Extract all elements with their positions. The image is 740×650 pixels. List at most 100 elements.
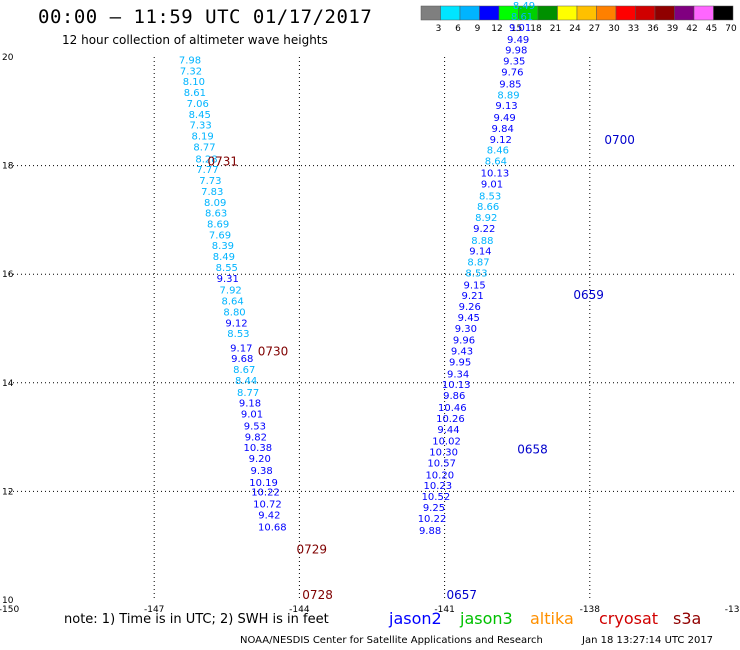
wave-height-value: 7.83 <box>201 187 223 198</box>
wave-height-value: 9.34 <box>447 369 469 380</box>
wave-height-value: 9.01 <box>509 23 531 34</box>
wave-height-value: 8.69 <box>207 220 229 231</box>
color-scale-swatch <box>674 5 695 21</box>
wave-height-value: 9.15 <box>463 280 485 291</box>
wave-height-value: 8.49 <box>213 252 235 263</box>
wave-height-value: 9.16 <box>515 0 537 1</box>
color-scale-label: 3 <box>436 24 442 34</box>
page-title: 00:00 – 11:59 UTC 01/17/2017 <box>38 6 373 28</box>
color-scale-label: 33 <box>628 24 639 34</box>
wave-height-value: 9.01 <box>481 179 503 190</box>
note-text: note: 1) Time is in UTC; 2) SWH is in fe… <box>64 612 329 627</box>
wave-height-value: 10.52 <box>422 492 451 503</box>
wave-height-value: 10.13 <box>481 168 510 179</box>
wave-height-value: 8.63 <box>205 209 227 220</box>
color-scale-swatch <box>420 5 441 21</box>
pass-time-label: 0731 <box>207 155 238 169</box>
wave-height-value: 9.44 <box>437 425 459 436</box>
wave-height-value: 8.45 <box>189 110 211 121</box>
x-tick-label: -147 <box>144 605 164 615</box>
wave-height-value: 9.12 <box>225 318 247 329</box>
wave-height-value: 9.20 <box>249 454 271 465</box>
wave-height-value: 8.77 <box>193 142 215 153</box>
wave-height-value: 7.69 <box>209 230 231 241</box>
color-scale-swatch <box>596 5 617 21</box>
wave-height-value: 9.35 <box>503 57 525 68</box>
x-tick-label: -135 <box>725 605 740 615</box>
wave-height-value: 10.23 <box>424 481 453 492</box>
color-scale-label: 42 <box>686 24 697 34</box>
color-scale-swatch <box>479 5 500 21</box>
wave-height-value: 10.26 <box>436 414 465 425</box>
wave-height-value: 7.32 <box>180 66 202 77</box>
wave-height-value: 9.82 <box>245 432 267 443</box>
color-scale-label: 36 <box>647 24 659 34</box>
legend-cryosat: cryosat <box>599 609 659 628</box>
wave-height-value: 10.57 <box>427 458 456 469</box>
wave-height-value: 10.19 <box>249 478 278 489</box>
legend-s3a: s3a <box>673 609 702 628</box>
wave-height-value: 9.01 <box>241 410 263 421</box>
wave-height-value: 9.42 <box>258 511 280 522</box>
wave-height-value: 10.22 <box>251 488 280 499</box>
wave-height-value: 8.89 <box>497 90 519 101</box>
color-scale-swatch <box>654 5 675 21</box>
color-scale-label: 39 <box>667 24 679 34</box>
page-subtitle: 12 hour collection of altimeter wave hei… <box>62 33 328 47</box>
color-scale-label: 45 <box>706 24 717 34</box>
wave-height-value: 9.84 <box>492 124 514 135</box>
wave-height-value: 8.49 <box>513 1 535 12</box>
footer-credit: NOAA/NESDIS Center for Satellite Applica… <box>240 635 543 646</box>
pass-time-label: 0728 <box>302 588 333 602</box>
wave-height-value: 7.98 <box>179 56 201 67</box>
wave-height-value: 9.26 <box>459 302 481 313</box>
color-scale-label: 18 <box>530 24 542 34</box>
wave-height-value: 8.10 <box>183 77 205 88</box>
wave-height-value: 9.88 <box>419 526 441 537</box>
legend-jason2: jason2 <box>389 609 442 628</box>
wave-height-value: 9.86 <box>443 391 465 402</box>
color-scale-label: 15 <box>511 24 522 34</box>
wave-height-value: 9.85 <box>499 79 521 90</box>
wave-height-value: 10.30 <box>429 448 458 459</box>
wave-height-value: 8.61 <box>184 88 206 99</box>
wave-height-value: 8.77 <box>237 388 259 399</box>
wave-height-value: 10.68 <box>258 522 287 533</box>
footer-timestamp: Jan 18 13:27:14 UTC 2017 <box>582 635 714 646</box>
pass-time-label: 0657 <box>447 588 478 602</box>
color-scale-label: 70 <box>725 24 737 34</box>
color-scale-swatch <box>440 5 461 21</box>
wave-height-value: 9.98 <box>505 46 527 57</box>
pass-time-label: 0659 <box>573 288 604 302</box>
wave-height-value: 8.88 <box>471 236 493 247</box>
wave-height-value: 10.20 <box>425 470 454 481</box>
wave-height-value: 9.96 <box>453 336 475 347</box>
color-scale-swatch <box>693 5 714 21</box>
wave-height-value: 9.53 <box>244 421 266 432</box>
pass-time-label: 0700 <box>604 133 635 147</box>
wave-height-value: 9.45 <box>458 313 480 324</box>
wave-height-value: 8.44 <box>235 376 257 387</box>
wave-height-value: 8.64 <box>485 157 507 168</box>
y-tick-label: 20 <box>2 53 14 63</box>
wave-height-value: 8.28 <box>195 154 217 165</box>
wave-height-value: 9.76 <box>501 67 523 78</box>
pass-time-label: 0729 <box>296 542 327 556</box>
wave-height-value: 8.53 <box>227 329 249 340</box>
wave-height-value: 10.13 <box>442 380 471 391</box>
y-tick-label: 16 <box>2 270 14 280</box>
wave-height-value: 9.68 <box>231 354 253 365</box>
wave-height-value: 8.55 <box>216 263 238 274</box>
wave-height-value: 9.49 <box>507 35 529 46</box>
legend-altika: altika <box>530 609 574 628</box>
wave-height-value: 9.12 <box>490 135 512 146</box>
wave-height-value: 8.46 <box>487 146 509 157</box>
color-scale-swatch <box>459 5 480 21</box>
wave-height-value: 8.61 <box>511 12 533 23</box>
wave-height-value: 10.38 <box>243 443 272 454</box>
wave-height-value: 7.77 <box>196 165 218 176</box>
wave-height-value: 8.66 <box>477 202 499 213</box>
wave-height-value: 9.31 <box>217 274 239 285</box>
wave-height-value: 7.06 <box>187 99 209 110</box>
